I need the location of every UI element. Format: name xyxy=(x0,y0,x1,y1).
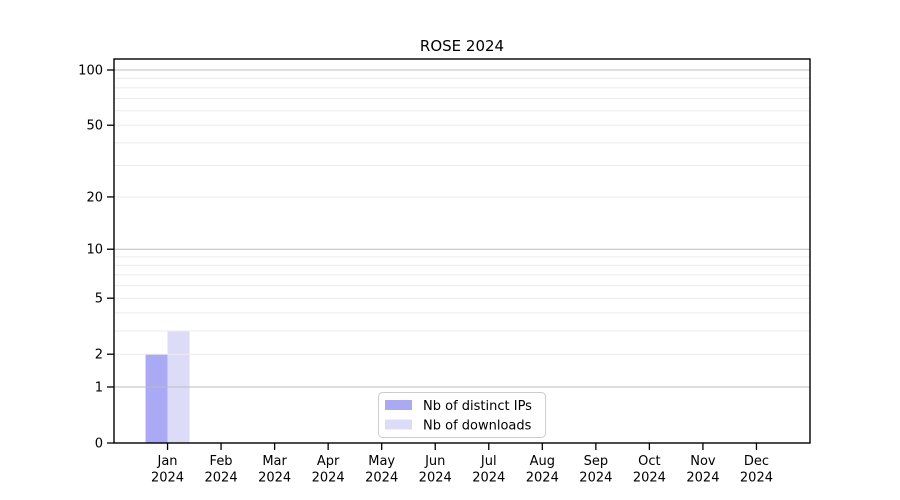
gridlines-layer xyxy=(114,69,810,388)
y-tick-label-50: 50 xyxy=(86,119,103,134)
chart-title: ROSE 2024 xyxy=(420,37,504,55)
x-tick-label-year-mar: 2024 xyxy=(258,471,291,486)
y-tick-label-10: 10 xyxy=(86,243,103,258)
x-tick-label-month-feb: Feb xyxy=(210,454,233,469)
x-tick-label-month-apr: Apr xyxy=(317,454,340,469)
x-tick-label-year-nov: 2024 xyxy=(686,471,719,486)
x-tick-label-year-apr: 2024 xyxy=(312,471,345,486)
plot-border xyxy=(113,58,811,444)
x-tick-label-year-oct: 2024 xyxy=(633,471,666,486)
x-tick-label-year-feb: 2024 xyxy=(205,471,238,486)
bar-nb-of-distinct-ips-jan xyxy=(145,354,168,443)
y-tick-label-0: 0 xyxy=(95,437,103,452)
y-tick-label-100: 100 xyxy=(78,64,103,79)
x-tick-label-month-mar: Mar xyxy=(262,454,287,469)
x-tick-label-year-may: 2024 xyxy=(365,471,398,486)
legend-box xyxy=(378,392,546,438)
y-tick-label-1: 1 xyxy=(95,380,103,395)
x-tick-label-month-may: May xyxy=(368,454,395,469)
axes-layer: 0 1 2 5 10 20 50 100 Jan 2024 Feb 2024 Mar 2024 Apr 202… xyxy=(78,64,773,486)
legend-swatch-distinct-ips xyxy=(385,400,412,410)
x-tick-label-month-sep: Sep xyxy=(584,454,609,469)
x-tick-label-year-dec: 2024 xyxy=(740,471,773,486)
x-tick-label-month-jul: Jul xyxy=(480,454,497,469)
legend-swatch-downloads xyxy=(385,419,412,430)
x-tick-label-year-jul: 2024 xyxy=(472,471,505,486)
x-tick-label-year-jun: 2024 xyxy=(419,471,452,486)
x-tick-label-year-aug: 2024 xyxy=(526,471,559,486)
legend-label-distinct-ips: Nb of distinct IPs xyxy=(423,399,532,414)
y-tick-label-2: 2 xyxy=(95,348,103,363)
x-tick-label-month-jun: Jun xyxy=(424,454,445,469)
y-tick-label-5: 5 xyxy=(95,292,103,307)
y-tick-label-20: 20 xyxy=(86,190,103,205)
legend-label-downloads: Nb of downloads xyxy=(423,419,532,434)
x-tick-label-year-jan: 2024 xyxy=(151,471,184,486)
x-tick-label-year-sep: 2024 xyxy=(579,471,612,486)
legend: Nb of distinct IPs Nb of downloads xyxy=(378,392,546,438)
x-tick-label-month-oct: Oct xyxy=(638,454,660,469)
x-tick-label-month-aug: Aug xyxy=(530,454,555,469)
x-tick-label-month-nov: Nov xyxy=(690,454,716,469)
x-tick-label-month-dec: Dec xyxy=(744,454,769,469)
x-tick-label-month-jan: Jan xyxy=(157,454,178,469)
